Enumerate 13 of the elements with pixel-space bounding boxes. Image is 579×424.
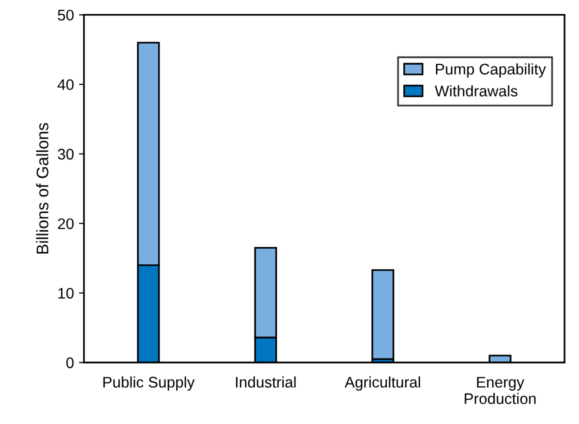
y-tick-label: 20	[58, 218, 74, 230]
y-axis-title: Billions of Gallons	[36, 123, 48, 254]
legend-label: Withdrawals	[434, 85, 518, 96]
x-tick-label: Public Supply	[103, 376, 195, 391]
x-tick-label: Energy Production	[464, 376, 536, 404]
y-tick-label: 30	[58, 148, 74, 160]
legend-label: Pump Capability	[436, 63, 546, 78]
y-tick-label: 0	[66, 357, 74, 368]
x-tick-label: Industrial	[236, 376, 296, 388]
x-tick-label: Agricultural	[344, 376, 420, 391]
y-tick-label: 40	[58, 79, 74, 90]
y-tick-label: 50	[58, 10, 74, 21]
y-tick-label: 10	[58, 288, 74, 299]
